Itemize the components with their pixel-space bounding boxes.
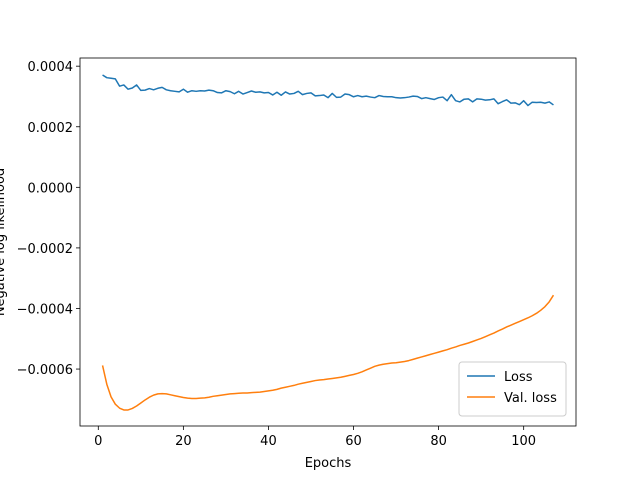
- y-tick-label: −0.0006: [17, 363, 73, 378]
- x-tick-label: 20: [175, 434, 192, 449]
- y-tick-label: 0.0002: [28, 121, 74, 136]
- x-tick-label: 60: [345, 434, 362, 449]
- x-tick-label: 80: [430, 434, 447, 449]
- y-tick-label: 0.0004: [28, 60, 74, 75]
- x-tick-label: 100: [511, 434, 536, 449]
- line-series: [102, 74, 554, 107]
- x-tick-label: 0: [94, 434, 102, 449]
- y-tick-label: −0.0004: [17, 302, 73, 317]
- y-tick-label: 0.0000: [28, 181, 74, 196]
- line-series: [101, 294, 555, 411]
- x-tick-label: 40: [260, 434, 277, 449]
- y-axis-label: Negative log likelihood: [0, 168, 8, 316]
- plot-frame: [79, 57, 577, 427]
- y-tick-label: −0.0002: [17, 242, 73, 257]
- x-axis-label: Epochs: [305, 456, 352, 471]
- legend-label: Loss: [504, 370, 533, 385]
- legend-label: Val. loss: [504, 391, 557, 406]
- legend: Loss Val. loss: [458, 361, 567, 417]
